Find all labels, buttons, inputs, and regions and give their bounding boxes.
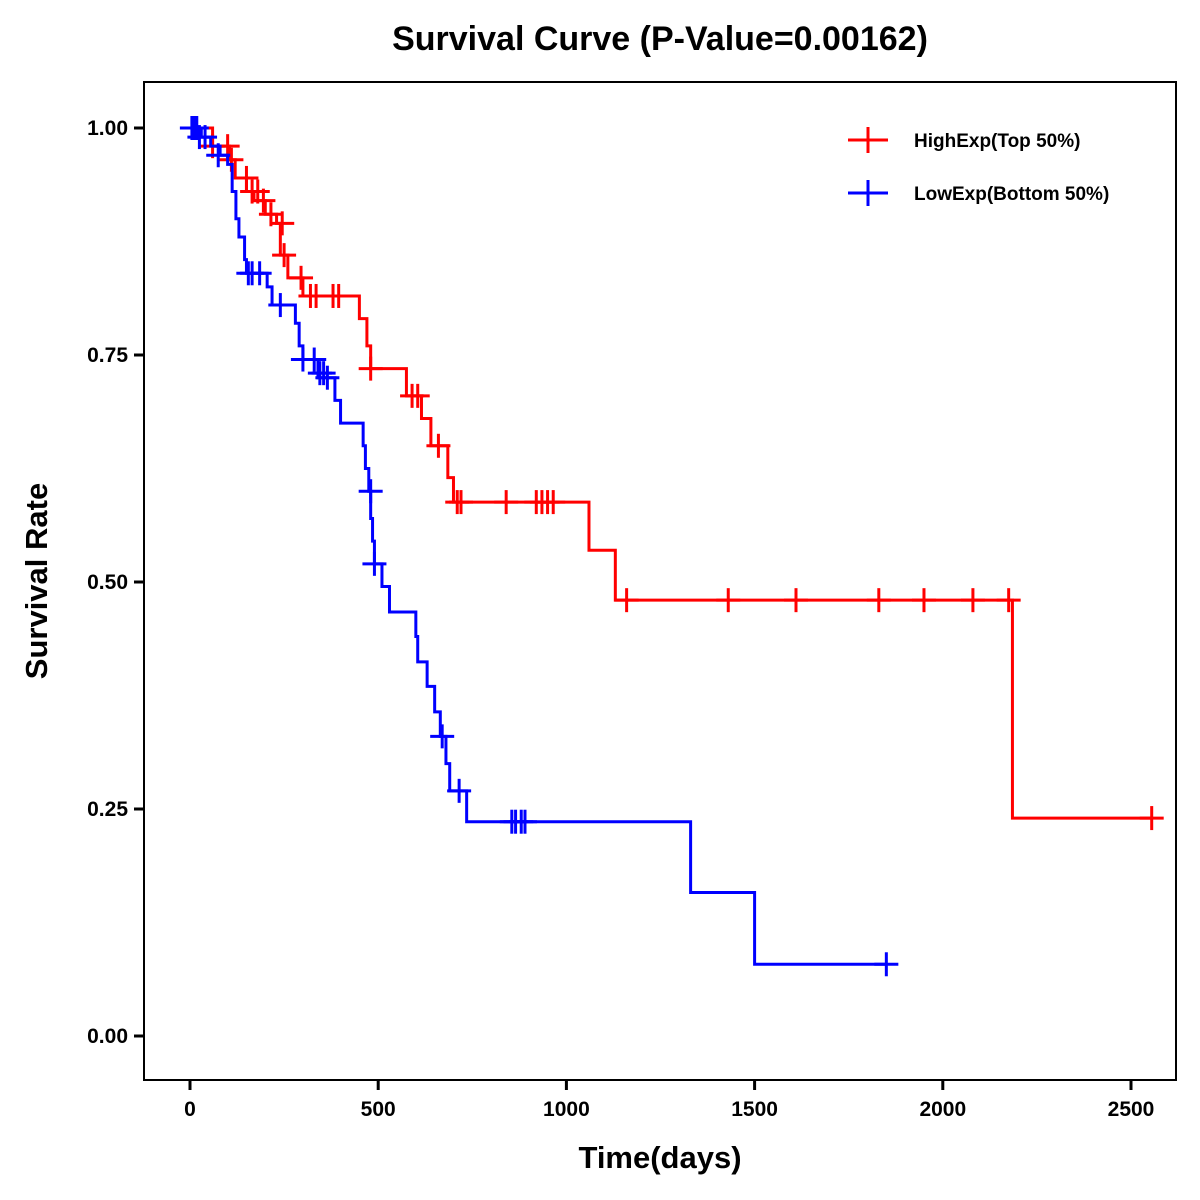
plot-panel (143, 81, 1177, 1081)
legend-item-high: HighExp(Top 50%) (848, 127, 1080, 153)
y-axis: 0.00 0.25 0.50 0.75 1.00 (87, 117, 144, 1048)
curves-layer (179, 116, 1164, 977)
survival-curve-high (190, 126, 1152, 820)
x-tick-label: 2500 (1108, 1098, 1155, 1121)
x-tick-label: 500 (361, 1098, 396, 1121)
x-tick-label: 2000 (919, 1098, 966, 1121)
x-tick-label: 0 (184, 1098, 196, 1121)
y-tick-label: 0.50 (87, 571, 128, 594)
x-axis-label: Time(days) (578, 1140, 741, 1175)
x-tick-label: 1500 (731, 1098, 778, 1121)
x-tick-label: 1000 (543, 1098, 590, 1121)
y-tick-label: 0.75 (87, 344, 128, 367)
legend-marker-low (848, 180, 888, 206)
legend-item-low: LowExp(Bottom 50%) (848, 180, 1109, 206)
chart-title: Survival Curve (P-Value=0.00162) (392, 20, 928, 58)
legend: HighExp(Top 50%) LowExp(Bottom 50%) (848, 127, 1109, 206)
y-axis-label: Survival Rate (19, 483, 54, 679)
legend-label-low: LowExp(Bottom 50%) (914, 184, 1109, 205)
y-tick-label: 0.00 (87, 1025, 128, 1048)
legend-marker-high (848, 127, 888, 153)
x-axis: 0 500 1000 1500 2000 2500 (184, 1080, 1154, 1121)
y-tick-label: 1.00 (87, 117, 128, 140)
legend-label-high: HighExp(Top 50%) (914, 131, 1080, 152)
survival-curve-low (190, 126, 887, 966)
y-tick-label: 0.25 (87, 798, 128, 821)
